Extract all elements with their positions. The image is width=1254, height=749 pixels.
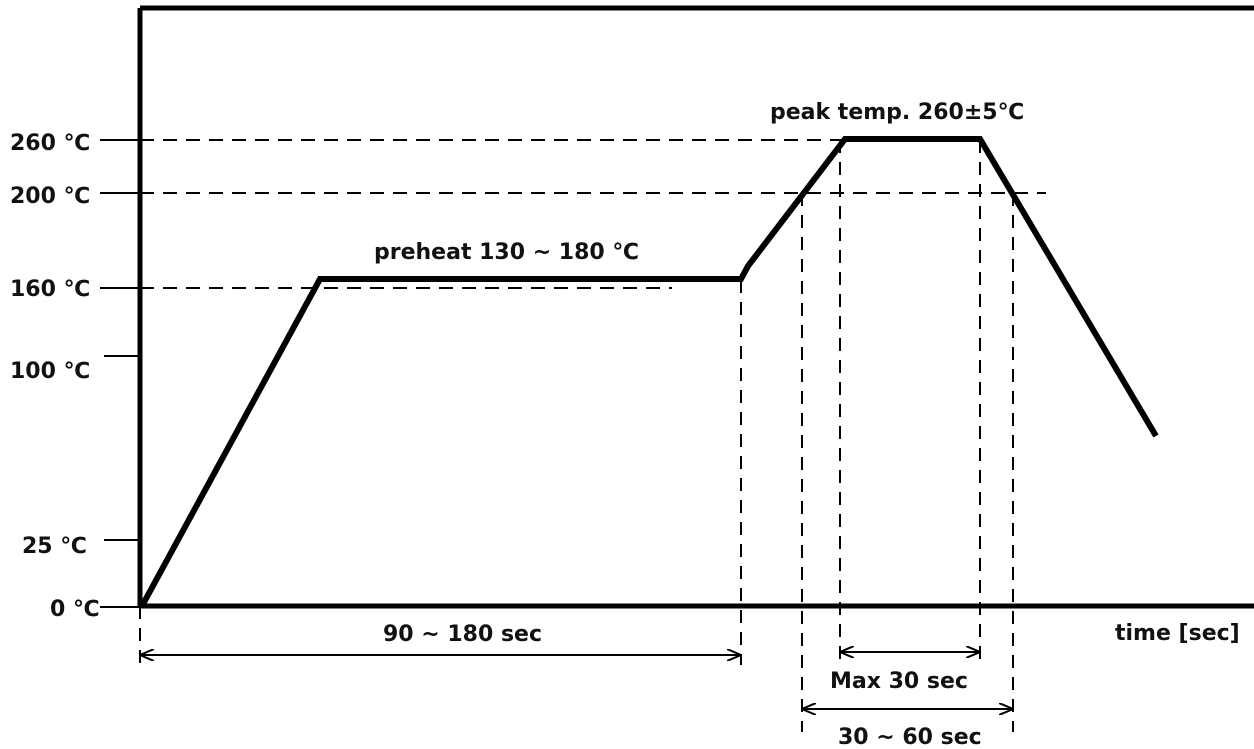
time-marker-lines xyxy=(139,140,1014,732)
temperature-profile-line xyxy=(139,136,1159,608)
y-label-0: 0 ℃ xyxy=(50,597,100,622)
annotations: preheat 130 ~ 180 ℃ peak temp. 260±5℃ 90… xyxy=(374,100,1240,749)
peak-duration-label: Max 30 sec xyxy=(830,669,968,694)
temperature-reference-lines xyxy=(140,139,1046,289)
peak-temp-label: peak temp. 260±5℃ xyxy=(770,100,1024,125)
y-tick-labels: 0 ℃ 25 ℃ 100 ℃ 160 ℃ 200 ℃ 260 ℃ xyxy=(10,131,100,622)
preheat-label: preheat 130 ~ 180 ℃ xyxy=(374,240,639,265)
y-label-100: 100 ℃ xyxy=(10,359,90,384)
y-label-200: 200 ℃ xyxy=(10,184,90,209)
above-200-duration-label: 30 ~ 60 sec xyxy=(838,725,982,749)
y-label-25: 25 ℃ xyxy=(22,534,87,559)
duration-arrows xyxy=(142,652,1011,709)
y-tick-marks xyxy=(100,139,140,608)
y-label-160: 160 ℃ xyxy=(10,277,90,302)
y-label-260: 260 ℃ xyxy=(10,131,90,156)
preheat-duration-label: 90 ~ 180 sec xyxy=(383,622,542,647)
x-axis-label: time [sec] xyxy=(1115,621,1240,646)
plot-frame xyxy=(137,5,1254,609)
